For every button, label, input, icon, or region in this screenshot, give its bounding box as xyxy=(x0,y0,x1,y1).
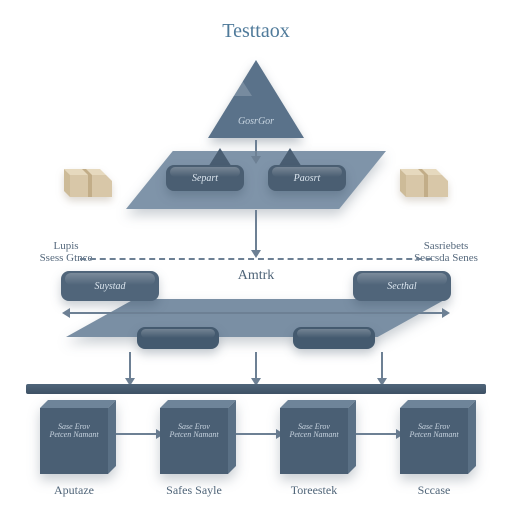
apex-label: GosrGor xyxy=(216,116,296,127)
parcel-left xyxy=(64,167,112,197)
mid-center-label: Amtrk xyxy=(216,268,296,283)
side-label-left: LupisSsess Gtnce xyxy=(11,240,121,264)
mid-under-left xyxy=(137,327,219,349)
parcel-right xyxy=(400,167,448,197)
mid-under-right xyxy=(293,327,375,349)
mid-box-right: Secthal xyxy=(353,271,451,301)
lvl2-box-left: Separt xyxy=(166,165,244,191)
base-bar xyxy=(26,384,486,394)
mid-platform xyxy=(66,299,446,337)
mid-box-left: Suystad xyxy=(61,271,159,301)
base-label-0: Aputaze xyxy=(19,484,129,497)
diagram-stage: Testtaox GosrGor Separt Paosrt LupisSsess Gt… xyxy=(0,0,512,512)
base-label-1: Safes Sayle xyxy=(139,484,249,497)
base-label-3: Sccase xyxy=(379,484,489,497)
dashed-connector xyxy=(80,258,432,260)
side-label-right: SasriebetsSeccsda Senes xyxy=(391,240,501,264)
lvl2-box-right: Paosrt xyxy=(268,165,346,191)
base-label-2: Toreestek xyxy=(259,484,369,497)
page-title: Testtaox xyxy=(0,20,512,43)
